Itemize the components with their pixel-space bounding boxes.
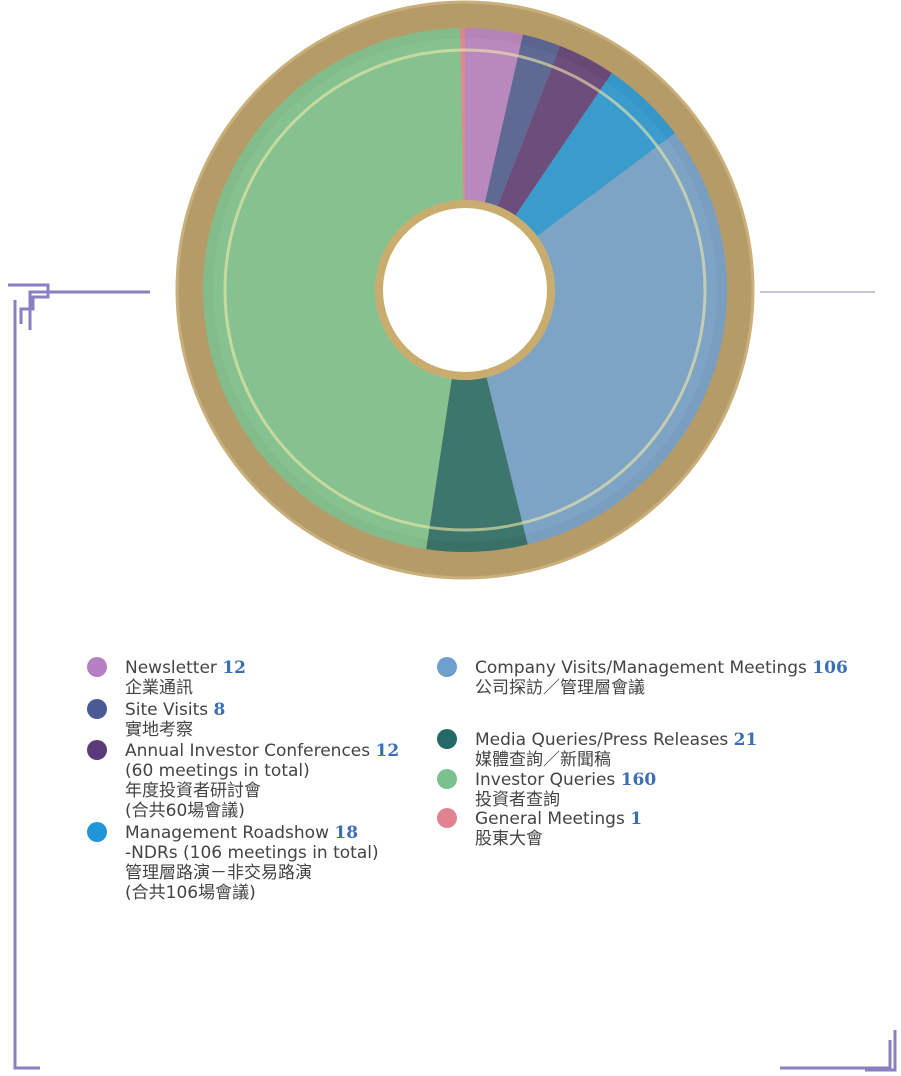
- donut: [177, 2, 753, 578]
- legend-detail: 媒體查詢／新聞稿: [475, 750, 611, 770]
- legend-value: 12: [376, 741, 400, 761]
- legend-detail: 年度投資者研討會: [125, 781, 261, 801]
- legend-dot: [437, 769, 457, 789]
- legend-dot: [437, 729, 457, 749]
- legend-name: Management Roadshow: [125, 823, 329, 843]
- legend-value: 8: [214, 700, 226, 720]
- legend-dot: [87, 740, 107, 760]
- legend-label: Annual Investor Conferences 12: [125, 741, 399, 761]
- legend-name: General Meetings: [475, 809, 625, 829]
- legend-value: 12: [222, 658, 246, 678]
- legend-detail: 投資者查詢: [475, 790, 560, 810]
- legend-label: Newsletter 12: [125, 658, 246, 678]
- legend-dot: [87, 822, 107, 842]
- legend-dot: [437, 657, 457, 677]
- legend-value: 1: [630, 809, 642, 829]
- legend-detail: 實地考察: [125, 720, 193, 740]
- legend-dot: [437, 808, 457, 828]
- legend-name: Site Visits: [125, 700, 208, 720]
- legend-label: Media Queries/Press Releases 21: [475, 730, 757, 750]
- chart: Newsletter 12企業通訊Site Visits 8實地考察Annual…: [0, 0, 901, 1076]
- legend-label: General Meetings 1: [475, 809, 642, 829]
- legend-dot: [87, 699, 107, 719]
- legend-detail: 管理層路演－非交易路演: [125, 863, 312, 883]
- legend-value: 21: [734, 730, 758, 750]
- legend-label: Investor Queries 160: [475, 770, 656, 790]
- legend-name: Newsletter: [125, 658, 217, 678]
- legend-detail: 股東大會: [475, 829, 543, 849]
- legend-label: Company Visits/Management Meetings 106: [475, 658, 848, 678]
- legend-label: Site Visits 8: [125, 700, 225, 720]
- legend-detail: -NDRs (106 meetings in total): [125, 843, 379, 863]
- hub: [379, 204, 551, 376]
- legend-detail: (合共60場會議): [125, 801, 245, 821]
- legend-name: Company Visits/Management Meetings: [475, 658, 807, 678]
- legend-dot: [87, 657, 107, 677]
- legend-value: 160: [621, 770, 657, 790]
- legend-name: Annual Investor Conferences: [125, 741, 370, 761]
- legend-detail: (合共106場會議): [125, 883, 256, 903]
- legend-value: 106: [812, 658, 848, 678]
- legend-value: 18: [334, 823, 358, 843]
- legend-name: Investor Queries: [475, 770, 615, 790]
- legend-name: Media Queries/Press Releases: [475, 730, 728, 750]
- legend-detail: (60 meetings in total): [125, 761, 310, 781]
- legend-label: Management Roadshow 18: [125, 823, 358, 843]
- legend-detail: 公司探訪／管理層會議: [475, 678, 645, 698]
- legend-detail: 企業通訊: [125, 678, 193, 698]
